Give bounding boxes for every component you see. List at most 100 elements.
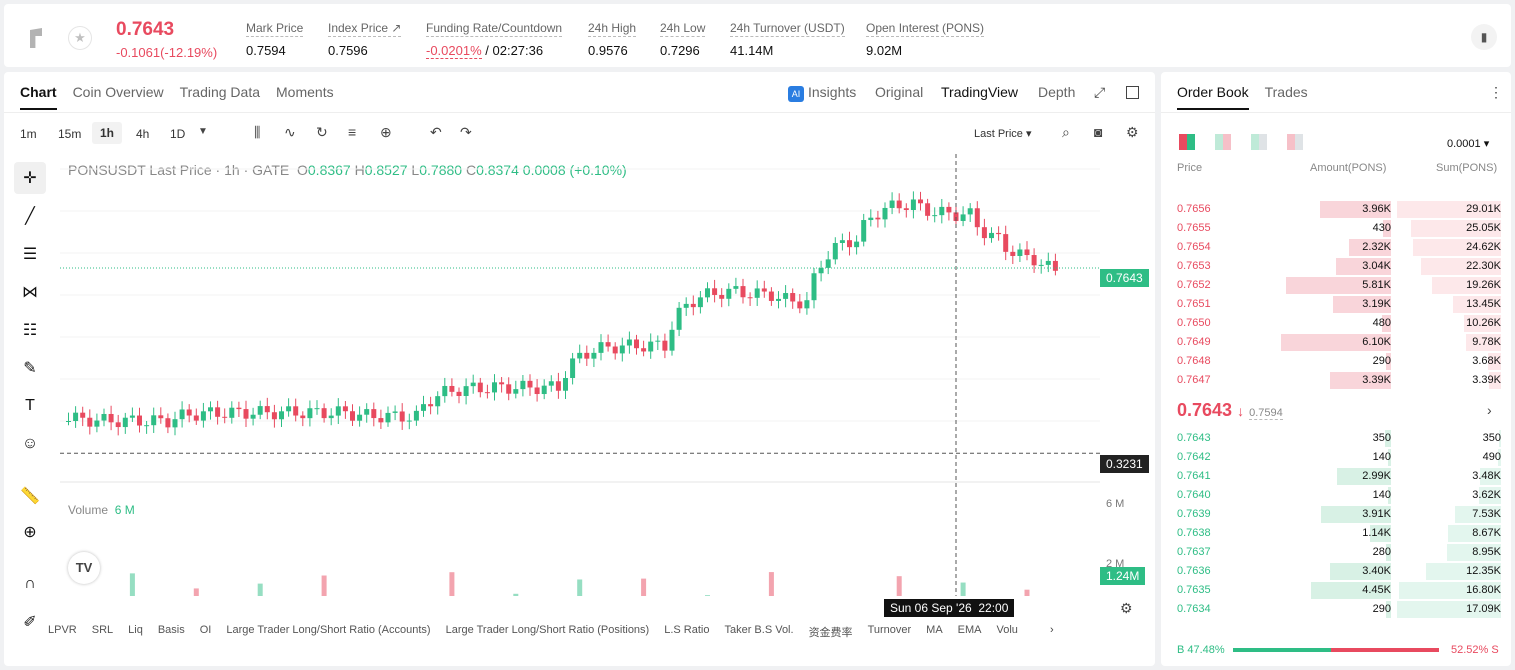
ruler-tool-icon[interactable]: 📏 bbox=[20, 488, 40, 505]
indicator-item[interactable]: Basis bbox=[157, 624, 185, 636]
camera-icon[interactable]: ◙ bbox=[1094, 124, 1103, 140]
price-type-select[interactable]: Last Price ▾ bbox=[974, 128, 1032, 140]
volume-bar bbox=[1024, 589, 1030, 596]
indicator-item[interactable]: SRL bbox=[91, 624, 114, 636]
ask-row[interactable]: 0.7653 3.04K 22.30K bbox=[1177, 257, 1501, 276]
ask-row[interactable]: 0.7655 430 25.05K bbox=[1177, 219, 1501, 238]
view-trades-icon[interactable] bbox=[1287, 134, 1303, 150]
favorite-star-icon[interactable]: ★ bbox=[68, 26, 92, 50]
indicator-item[interactable]: Large Trader Long/Short Ratio (Accounts) bbox=[226, 624, 431, 636]
bid-row[interactable]: 0.7641 2.99K 3.48K bbox=[1177, 467, 1501, 486]
view-asks-icon[interactable] bbox=[1251, 134, 1267, 150]
sum-depth-bar bbox=[1431, 277, 1501, 294]
indicator-item[interactable]: Large Trader Long/Short Ratio (Positions… bbox=[445, 624, 650, 636]
bid-row[interactable]: 0.7640 140 3.62K bbox=[1177, 486, 1501, 505]
bid-row[interactable]: 0.7635 4.45K 16.80K bbox=[1177, 581, 1501, 600]
ask-row[interactable]: 0.7654 2.32K 24.62K bbox=[1177, 238, 1501, 257]
tf-1m[interactable]: 1m bbox=[20, 127, 37, 141]
indicator-item[interactable]: L.S Ratio bbox=[664, 624, 710, 636]
precision-select[interactable]: 0.0001 ▾ bbox=[1447, 138, 1490, 150]
template-icon[interactable]: ≡ bbox=[348, 124, 357, 140]
candlestick-chart[interactable]: 1.00000.90000.80000.70000.60000.50000.40… bbox=[60, 154, 1100, 596]
replay-icon[interactable]: ↻ bbox=[316, 124, 328, 140]
indicator-item[interactable]: LPVR bbox=[48, 624, 77, 636]
order-amount: 3.39K bbox=[1362, 374, 1391, 386]
ask-row[interactable]: 0.7651 3.19K 13.45K bbox=[1177, 295, 1501, 314]
expand-icon[interactable]: ⤢ bbox=[1094, 84, 1106, 100]
candle-body bbox=[1038, 264, 1044, 266]
original-tab[interactable]: Original bbox=[875, 84, 924, 100]
candle-body bbox=[669, 329, 675, 351]
tab-moments[interactable]: Moments bbox=[276, 84, 334, 100]
tf-4h[interactable]: 4h bbox=[136, 127, 150, 141]
amount-depth-bar bbox=[1385, 601, 1391, 618]
ask-row[interactable]: 0.7650 480 10.26K bbox=[1177, 314, 1501, 333]
tf-15m[interactable]: 15m bbox=[58, 127, 82, 141]
tab-coin-overview[interactable]: Coin Overview bbox=[72, 84, 164, 100]
stat-index-price[interactable]: Index Price ↗ 0.7596 bbox=[328, 21, 402, 58]
depth-tab[interactable]: Depth bbox=[1038, 84, 1076, 100]
ask-row[interactable]: 0.7656 3.96K 29.01K bbox=[1177, 200, 1501, 219]
bid-row[interactable]: 0.7639 3.91K 7.53K bbox=[1177, 505, 1501, 524]
redo-icon[interactable]: ↷ bbox=[460, 124, 472, 140]
view-bids-icon[interactable] bbox=[1215, 134, 1231, 150]
indicator-item[interactable]: MA bbox=[926, 624, 943, 636]
order-price: 0.7655 bbox=[1177, 222, 1211, 234]
indicator-item[interactable]: EMA bbox=[957, 624, 982, 636]
ask-row[interactable]: 0.7647 3.39K 3.39K bbox=[1177, 371, 1501, 390]
bid-row[interactable]: 0.7636 3.40K 12.35K bbox=[1177, 562, 1501, 581]
horizontal-lines-tool-icon[interactable]: ☰ bbox=[22, 246, 38, 263]
mid-price[interactable]: 0.7643 ↓ 0.7594 bbox=[1177, 400, 1283, 420]
tab-order-book[interactable]: Order Book bbox=[1177, 84, 1249, 110]
chevron-down-icon[interactable]: ▼ bbox=[198, 126, 208, 137]
candle-body bbox=[910, 199, 916, 211]
indicator-item[interactable]: Liq bbox=[128, 624, 143, 636]
book-icon[interactable]: ▮ bbox=[1471, 24, 1497, 50]
emoji-tool-icon[interactable]: ☺ bbox=[21, 435, 39, 452]
tf-1d[interactable]: 1D bbox=[170, 127, 186, 141]
indicator-icon[interactable]: ∿ bbox=[284, 124, 296, 140]
tf-1h[interactable]: 1h bbox=[92, 122, 123, 144]
insights-tab[interactable]: AI Insights bbox=[788, 84, 856, 102]
fib-tool-icon[interactable]: ☷ bbox=[22, 322, 38, 339]
candle-type-icon[interactable]: ⫼ bbox=[254, 124, 261, 140]
pattern-tool-icon[interactable]: ⋈ bbox=[22, 284, 38, 301]
zoom-tool-icon[interactable]: ⊕ bbox=[23, 524, 37, 541]
bid-row[interactable]: 0.7643 350 350 bbox=[1177, 429, 1501, 448]
text-tool-icon[interactable]: T bbox=[25, 397, 35, 414]
axis-settings-icon[interactable]: ⚙ bbox=[1120, 600, 1133, 616]
bid-row[interactable]: 0.7634 290 17.09K bbox=[1177, 600, 1501, 619]
tradingview-tab[interactable]: TradingView bbox=[941, 84, 1019, 100]
candle-body bbox=[648, 341, 654, 352]
tab-trading-data[interactable]: Trading Data bbox=[179, 84, 261, 100]
indicator-item[interactable]: 资金费率 bbox=[808, 627, 853, 639]
candle-body bbox=[300, 415, 306, 419]
view-both-icon[interactable] bbox=[1179, 134, 1195, 150]
add-icon[interactable]: ⊕ bbox=[380, 124, 392, 140]
bid-row[interactable]: 0.7642 140 490 bbox=[1177, 448, 1501, 467]
crosshair-tool-icon[interactable]: ✛ bbox=[14, 162, 46, 194]
chevron-right-icon[interactable]: › bbox=[1050, 624, 1054, 636]
search-icon[interactable]: ⌕ bbox=[1062, 124, 1070, 140]
lock-tool-icon[interactable]: ✐ bbox=[23, 614, 37, 631]
indicator-item[interactable]: Volu bbox=[996, 624, 1018, 636]
trendline-tool-icon[interactable]: ╱ bbox=[25, 208, 35, 225]
bid-row[interactable]: 0.7638 1.14K 8.67K bbox=[1177, 524, 1501, 543]
bid-row[interactable]: 0.7637 280 8.95K bbox=[1177, 543, 1501, 562]
indicator-item[interactable]: OI bbox=[199, 624, 212, 636]
more-menu-icon[interactable]: ⋮ bbox=[1489, 84, 1503, 100]
settings-gear-icon[interactable]: ⚙ bbox=[1126, 124, 1139, 140]
tab-chart[interactable]: Chart bbox=[20, 84, 57, 110]
brush-tool-icon[interactable]: ✎ bbox=[23, 360, 37, 377]
ask-row[interactable]: 0.7652 5.81K 19.26K bbox=[1177, 276, 1501, 295]
indicator-item[interactable]: Turnover bbox=[867, 624, 912, 636]
indicator-item[interactable]: Taker B.S Vol. bbox=[724, 624, 794, 636]
ask-row[interactable]: 0.7648 290 3.68K bbox=[1177, 352, 1501, 371]
candle-body bbox=[520, 380, 526, 390]
tab-trades[interactable]: Trades bbox=[1264, 84, 1308, 100]
magnet-tool-icon[interactable]: ∩ bbox=[24, 575, 36, 592]
undo-icon[interactable]: ↶ bbox=[430, 124, 442, 140]
window-icon[interactable] bbox=[1126, 86, 1139, 99]
chevron-right-icon[interactable]: › bbox=[1487, 402, 1492, 418]
ask-row[interactable]: 0.7649 6.10K 9.78K bbox=[1177, 333, 1501, 352]
